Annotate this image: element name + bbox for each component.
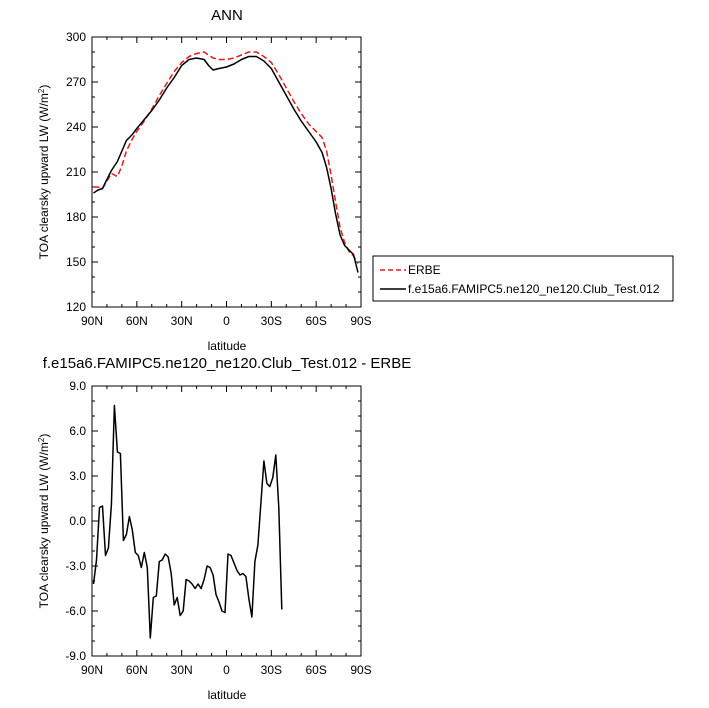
top-x-tick-label: 30S <box>261 314 282 328</box>
legend-label-model: f.e15a6.FAMIPC5.ne120_ne120.Club_Test.01… <box>408 282 660 296</box>
bottom-y-tick-label: -9.0 <box>65 649 86 663</box>
top-series-line-model <box>93 55 359 273</box>
top-y-tick-label: 270 <box>66 75 86 89</box>
bottom-y-axis: -9.0 -6.0 -3.0 0.0 3.0 6.0 9.0 <box>65 379 361 663</box>
bottom-y-axis-title-end: ) <box>37 434 51 438</box>
bottom-y-axis-title-sup: 2 <box>37 437 46 442</box>
top-series-group <box>93 51 359 273</box>
top-y-tick-label: 120 <box>66 300 86 314</box>
top-y-axis-title-main: TOA clearsky upward LW (W/m <box>37 93 51 259</box>
bottom-y-tick-label: 3.0 <box>69 469 86 483</box>
bottom-x-tick-label: 30S <box>261 663 282 677</box>
bottom-x-axis: 90N 60N 30N 0 30S 60S 90S <box>81 386 372 677</box>
top-y-axis-title-sup: 2 <box>37 88 46 93</box>
bottom-plot-frame <box>91 385 362 657</box>
bottom-y-tick-label: 9.0 <box>69 379 86 393</box>
top-y-tick-label: 240 <box>66 120 86 134</box>
top-x-tick-label: 60N <box>126 314 148 328</box>
bottom-series-line-difference <box>92 404 283 639</box>
top-x-tick-label: 60S <box>305 314 326 328</box>
bottom-x-tick-label: 0 <box>223 663 230 677</box>
top-y-axis-title-end: ) <box>37 85 51 89</box>
top-series-line-erbe <box>93 51 359 264</box>
bottom-x-tick-label: 60N <box>126 663 148 677</box>
top-x-axis-title: latitude <box>208 339 247 353</box>
bottom-y-tick-label: 6.0 <box>69 424 86 438</box>
bottom-x-tick-label: 90S <box>350 663 371 677</box>
top-y-axis-title: TOA clearsky upward LW (W/m2) <box>37 85 52 260</box>
top-x-tick-label: 90N <box>81 314 103 328</box>
bottom-y-tick-label: -3.0 <box>65 559 86 573</box>
top-y-tick-label: 210 <box>66 165 86 179</box>
legend-box <box>372 255 674 302</box>
top-chart-title: ANN <box>211 7 243 24</box>
bottom-y-axis-title-main: TOA clearsky upward LW (W/m <box>37 442 51 608</box>
top-y-tick-label: 180 <box>66 210 86 224</box>
legend-label-erbe: ERBE <box>408 263 441 277</box>
bottom-y-tick-label: -6.0 <box>65 604 86 618</box>
bottom-chart-title: f.e15a6.FAMIPC5.ne120_ne120.Club_Test.01… <box>43 355 412 372</box>
top-y-tick-label: 300 <box>66 30 86 44</box>
top-x-tick-label: 90S <box>350 314 371 328</box>
top-x-tick-label: 30N <box>171 314 193 328</box>
top-chart: ANN 120 150 180 210 240 270 300 90N 60N 30N 0 30S 6… <box>37 7 674 353</box>
top-x-tick-label: 0 <box>223 314 230 328</box>
bottom-x-tick-label: 90N <box>81 663 103 677</box>
bottom-series-group <box>92 404 283 639</box>
top-y-axis: 120 150 180 210 240 270 300 <box>66 30 361 314</box>
top-y-tick-label: 150 <box>66 255 86 269</box>
top-x-axis: 90N 60N 30N 0 30S 60S 90S <box>81 37 372 328</box>
top-plot-frame <box>91 36 362 308</box>
bottom-x-tick-label: 30N <box>171 663 193 677</box>
legend: ERBE f.e15a6.FAMIPC5.ne120_ne120.Club_Te… <box>372 255 674 302</box>
bottom-y-axis-title: TOA clearsky upward LW (W/m2) <box>37 434 52 609</box>
bottom-y-tick-label: 0.0 <box>69 514 86 528</box>
bottom-chart: f.e15a6.FAMIPC5.ne120_ne120.Club_Test.01… <box>37 355 412 702</box>
bottom-x-axis-title: latitude <box>208 688 247 702</box>
bottom-x-tick-label: 60S <box>305 663 326 677</box>
